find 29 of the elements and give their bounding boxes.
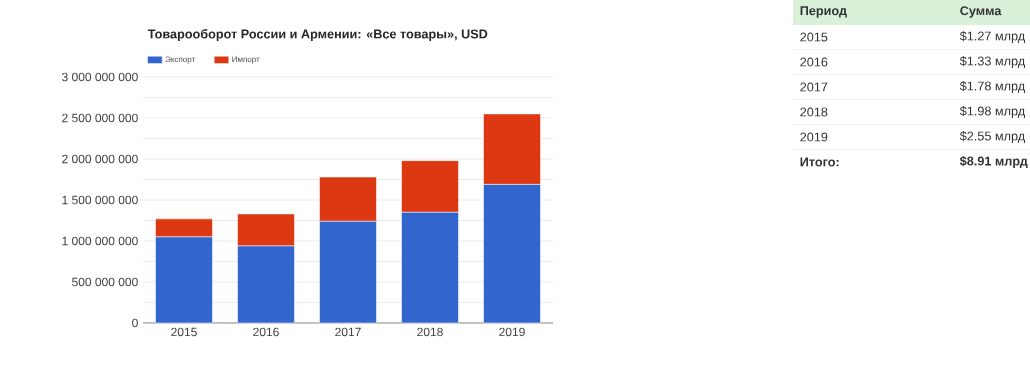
- text: $1.78 млрд: [959, 80, 1025, 93]
- legend-label: Экспорт: [165, 56, 196, 64]
- text: Итого:: [800, 157, 839, 167]
- y-tick-label: 1 000 000 000: [62, 236, 138, 246]
- text: Сумма: [960, 6, 1002, 18]
- y-tick-label: 2 000 000 000: [62, 154, 138, 164]
- y-tick-label: 500 000 000: [72, 277, 138, 287]
- category-label: 2017: [800, 82, 828, 92]
- y-tick-label: 2 500 000 000: [62, 113, 138, 123]
- text: Период: [800, 6, 847, 18]
- y-tick-label: 1 500 000 000: [62, 195, 138, 205]
- x-tick-label: 2019: [499, 327, 525, 337]
- text: $1.98 млрд: [959, 105, 1025, 118]
- text: $8.91 млрд: [959, 155, 1028, 169]
- category-label: 2015: [800, 32, 828, 42]
- text: $1.27 млрд: [959, 30, 1025, 43]
- text: $2.55 млрд: [959, 130, 1025, 143]
- y-tick-label: 0: [132, 318, 138, 328]
- legend-label: Импорт: [232, 56, 260, 64]
- chart-title: Товарооборот России и Армении: «Все товары», USD: [147, 29, 488, 41]
- category-label: 2016: [800, 57, 828, 67]
- x-tick-label: 2017: [335, 327, 361, 337]
- x-tick-label: 2018: [417, 327, 443, 337]
- category-label: 2019: [800, 132, 828, 142]
- text: $1.33 млрд: [959, 55, 1025, 68]
- x-tick-label: 2016: [253, 327, 279, 337]
- x-tick-label: 2015: [171, 327, 197, 337]
- y-tick-label: 3 000 000 000: [62, 72, 138, 82]
- category-label: 2018: [800, 107, 828, 117]
